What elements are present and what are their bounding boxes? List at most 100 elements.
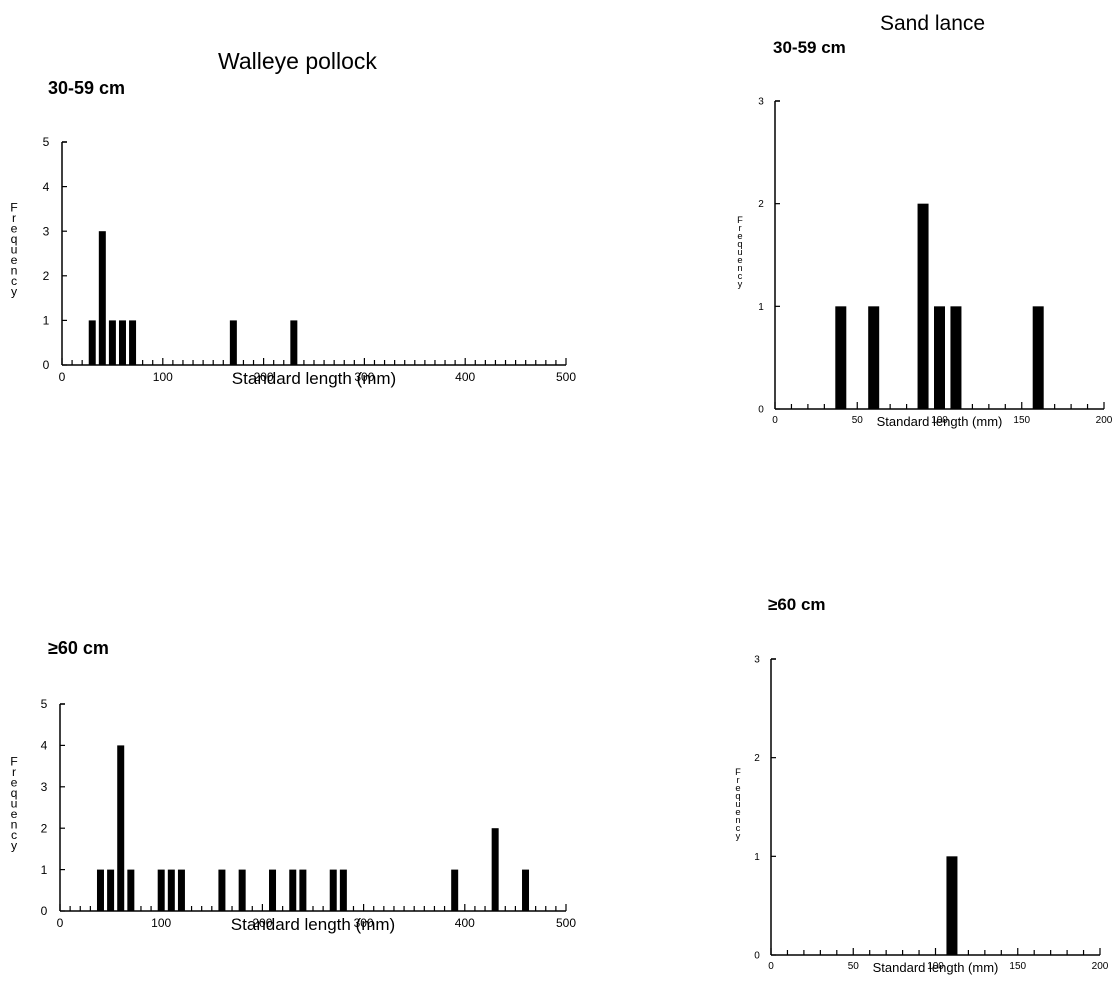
walleye-30-59-subtitle: 30-59 cm [48,78,126,98]
chart3-y-tick-label: 3 [754,655,760,666]
chart0-x-tick-label: 200 [254,370,274,384]
sandlance-title: Sand lance [880,12,986,35]
chart3-y-axis-label-char: e [735,807,740,817]
chart2-bar [868,306,880,409]
chart1-bar [127,869,135,911]
chart1-bar [177,869,185,911]
chart2-y-axis-label-char: u [737,247,742,257]
chart1-bar [522,869,530,911]
chart0-y-axis-label-char: c [11,274,17,288]
chart1-x-tick-label: 200 [252,916,272,930]
chart0-y-axis-label-char: r [12,211,16,225]
sandlance-60-subtitle: ≥60 cm [768,595,826,614]
chart2-y-axis-label-char: r [738,223,741,233]
chart0-y-axis-label-char: y [11,285,18,299]
chart1-bar [96,869,104,911]
chart0-bar [108,320,116,365]
chart2-bar [917,203,929,409]
chart3-y-axis-label-char: e [735,783,740,793]
chart1-bar [167,869,175,911]
chart2-x-tick-label: 150 [1013,415,1030,426]
chart1-x-tick-label: 400 [455,916,475,930]
chart3-x-tick-label: 100 [927,961,944,972]
chart0-y-axis-label-char: e [11,221,18,235]
chart0-bar [129,320,137,365]
chart1-y-tick-label: 3 [41,780,48,794]
chart1-y-axis-label-char: e [11,807,18,821]
chart2-y-axis-label-char: y [738,279,743,289]
chart2-bar [934,306,945,409]
chart0-x-tick-label: 400 [455,370,475,384]
chart2-y-tick-label: 0 [758,405,764,416]
chart3-y-axis-label-char: u [735,799,740,809]
chart2-bar [835,306,847,409]
chart1-y-axis-label-char: u [11,797,18,811]
chart1-y-tick-label: 0 [41,904,48,918]
chart3-y-axis-label-char: q [735,791,740,801]
chart0-y-tick-label: 0 [43,358,50,372]
chart3-x-tick-label: 50 [848,961,860,972]
chart1-x-tick-label: 0 [57,916,64,930]
chart3-y-axis-label-char: c [736,823,741,833]
chart1-bar [157,869,165,911]
chart0-y-axis-label-char: n [11,264,18,278]
chart3-x-tick-label: 200 [1092,961,1109,972]
chart3-y-tick-label: 2 [754,753,760,764]
chart1-bar [491,828,499,911]
chart1-bar [238,869,246,911]
chart1-bar [299,869,307,911]
chart2-bar [1032,306,1044,409]
chart1-bar [329,869,337,911]
chart2-y-axis-label-char: c [738,271,743,281]
walleye-60-subtitle: ≥60 cm [48,638,109,658]
chart2-y-axis-label-char: e [737,255,742,265]
chart0-y-axis-label-char: F [10,200,17,214]
chart0-bar [98,231,106,365]
chart1-y-tick-label: 1 [41,863,48,877]
chart1-y-tick-label: 2 [41,821,48,835]
chart0-y-axis-label-char: e [11,253,18,267]
chart1-y-axis-label-char: e [11,775,18,789]
chart2-x-tick-label: 0 [772,415,778,426]
chart2-x-tick-label: 50 [852,415,864,426]
chart1-y-tick-label: 4 [41,739,48,753]
chart2-y-tick-label: 2 [758,199,764,210]
chart2-y-axis-label-char: e [737,231,742,241]
chart0-y-axis-label-char: u [11,243,18,257]
chart0-y-tick-label: 2 [43,269,50,283]
chart0-x-tick-label: 100 [153,370,173,384]
chart2-bar [950,306,962,409]
chart2-x-axis-label: Standard length (mm) [877,414,1003,429]
chart0-y-tick-label: 5 [43,135,50,149]
chart3-y-tick-label: 1 [754,852,760,863]
chart1-bar [117,745,125,911]
chart0-x-axis-label: Standard length (mm) [232,369,396,388]
chart1-bar [451,869,459,911]
chart0-bar [290,320,298,365]
chart0-x-tick-label: 500 [556,370,576,384]
chart3-x-axis-label: Standard length (mm) [873,960,999,975]
chart2-y-tick-label: 3 [758,97,764,108]
chart1-bar [289,869,297,911]
chart0-x-tick-label: 300 [354,370,374,384]
chart1-y-axis-label-char: r [12,765,16,779]
chart1-y-axis-label-char: n [11,818,18,832]
chart1-y-axis-label-char: q [11,786,18,800]
chart2-x-tick-label: 100 [931,415,948,426]
chart3-x-tick-label: 150 [1009,961,1026,972]
chart2-y-axis-label-char: q [737,239,742,249]
chart1-bar [339,869,347,911]
chart1-x-tick-label: 100 [151,916,171,930]
chart1-bar [269,869,277,911]
chart1-bar [107,869,115,911]
chart1-y-tick-label: 5 [41,697,48,711]
chart0-bar [229,320,237,365]
chart3-y-axis-label-char: r [736,775,739,785]
chart2-y-axis-label-char: n [737,263,742,273]
chart0-bar [88,320,96,365]
chart2-y-axis-label-char: F [737,215,743,225]
chart0-y-tick-label: 4 [43,180,50,194]
chart3-y-axis-label-char: F [735,767,741,777]
chart0-bar [118,320,126,365]
